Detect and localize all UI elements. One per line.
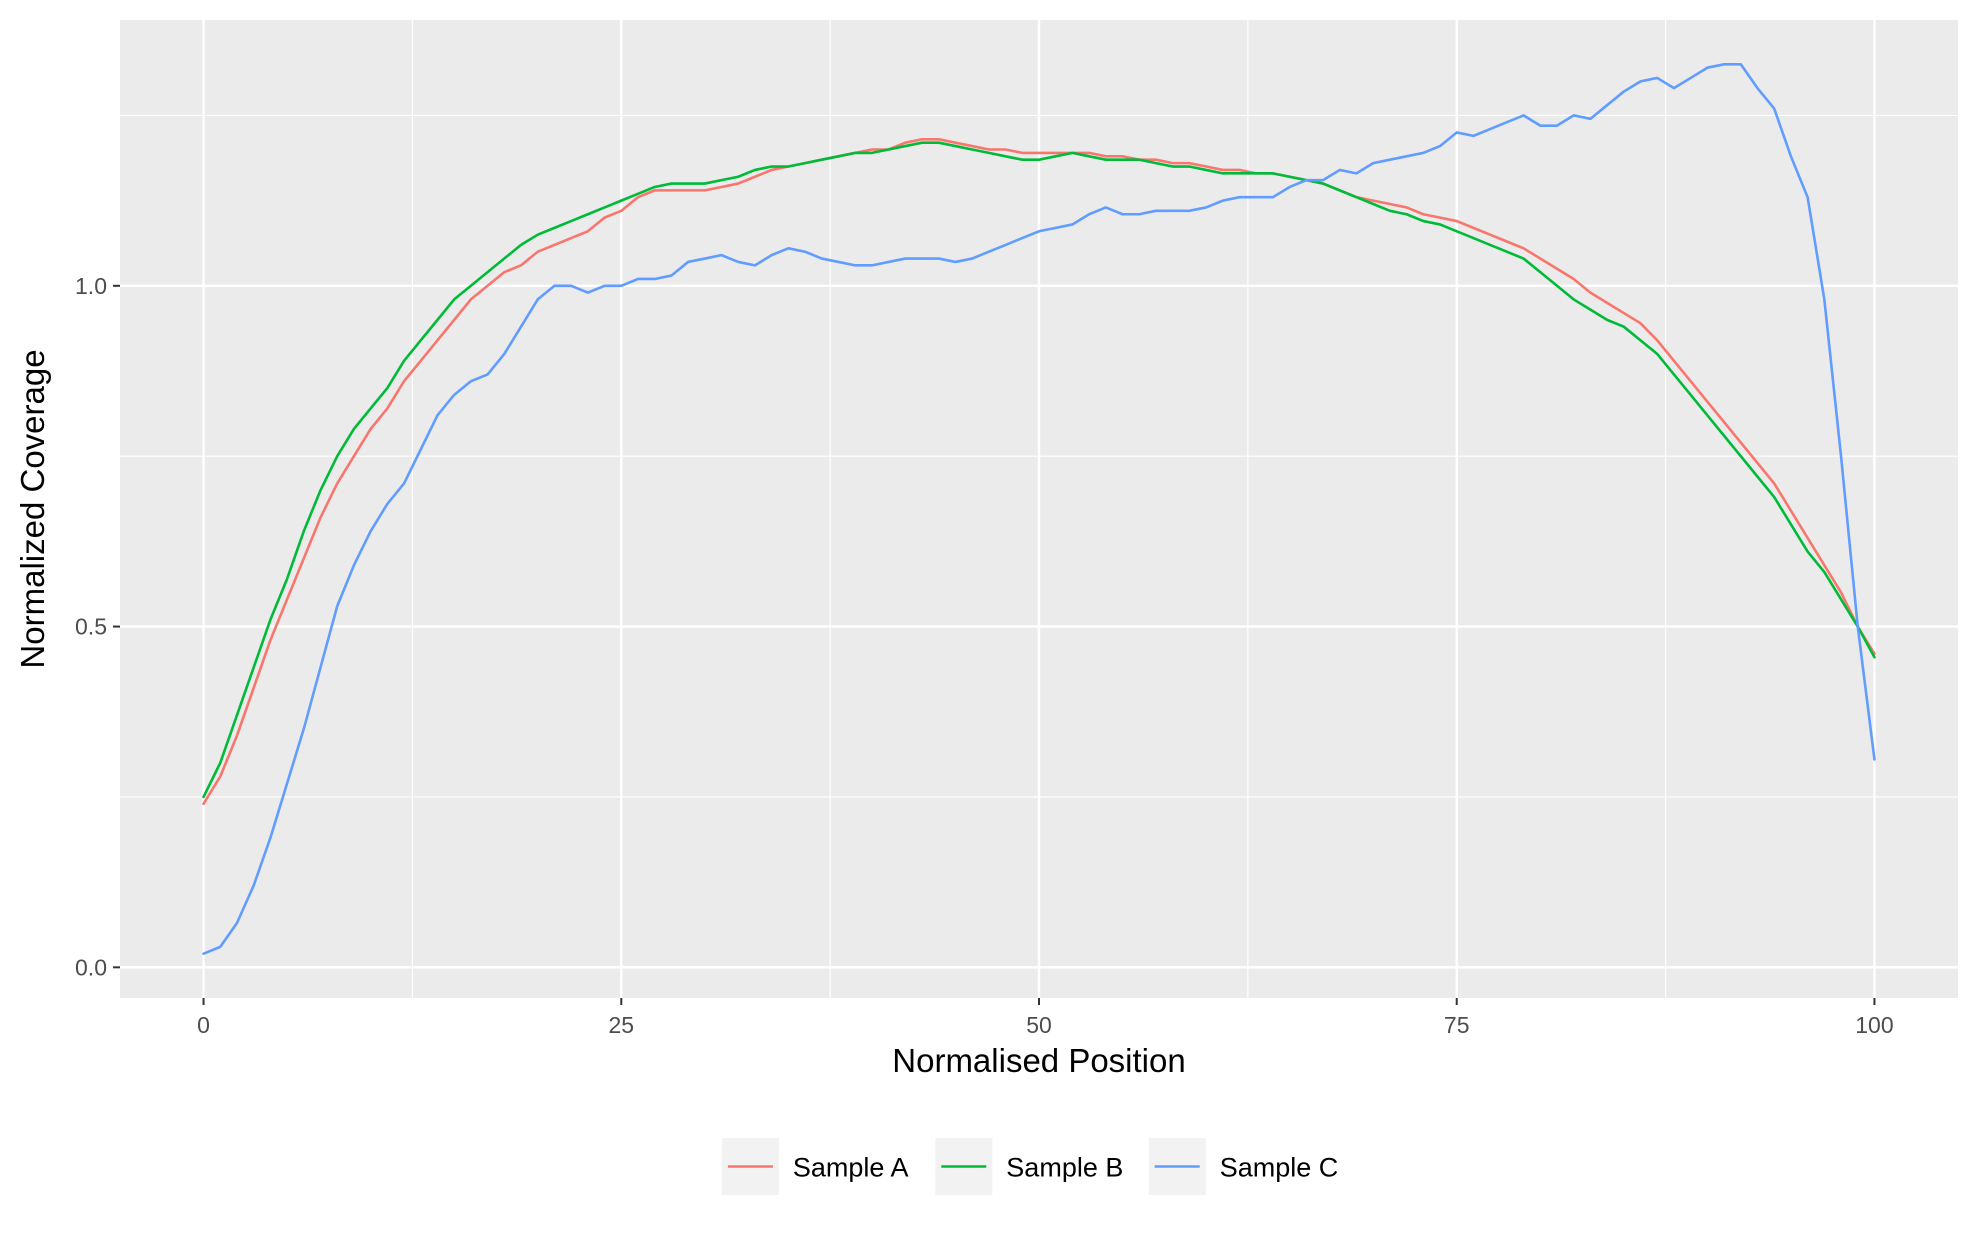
series-lines	[202, 63, 1876, 956]
series-line-c	[202, 63, 1876, 956]
legend-label: Sample B	[1006, 1153, 1123, 1183]
y-axis-ticks: 0.0 0.5 1.0	[75, 273, 120, 980]
grid-major	[120, 20, 1958, 998]
y-tick-label: 0.0	[75, 954, 107, 980]
legend-item-c: Sample C	[1148, 1138, 1339, 1195]
y-tick-label: 1.0	[75, 273, 107, 299]
x-tick-label: 75	[1444, 1012, 1470, 1038]
series-line-a	[202, 137, 1876, 806]
x-tick-label: 100	[1855, 1012, 1893, 1038]
x-tick-label: 50	[1026, 1012, 1052, 1038]
x-axis-title: Normalised Position	[892, 1042, 1185, 1079]
x-tick-label: 0	[197, 1012, 210, 1038]
legend-label: Sample A	[793, 1153, 909, 1183]
y-tick-label: 0.5	[75, 614, 107, 640]
legend-item-b: Sample B	[935, 1138, 1123, 1195]
legend: Sample A Sample B Sample C	[721, 1138, 1339, 1195]
x-tick-label: 25	[608, 1012, 634, 1038]
legend-label: Sample C	[1220, 1153, 1339, 1183]
x-axis-ticks: 0 25 50 75 100	[197, 998, 1894, 1038]
y-axis-title: Normalized Coverage	[14, 349, 51, 668]
legend-item-a: Sample A	[721, 1138, 909, 1195]
series-line-b	[202, 141, 1876, 799]
